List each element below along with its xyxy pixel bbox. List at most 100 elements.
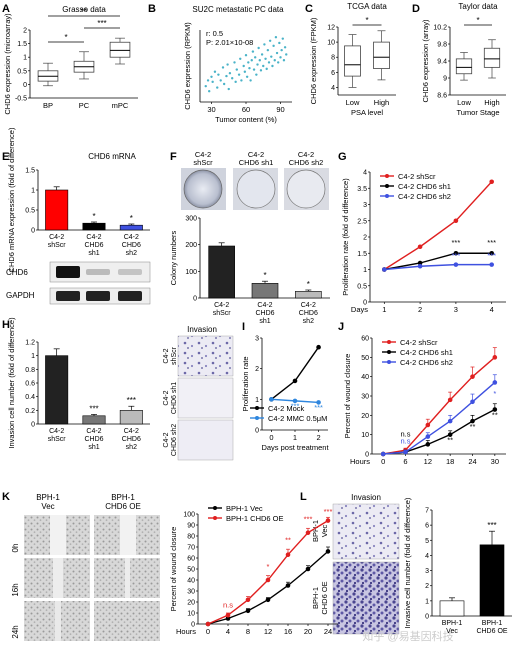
legend-label: BPH-1 CHD6 OE [226, 514, 284, 523]
chart-title: TCGA data [347, 2, 387, 11]
y-tick-label: 90 [187, 523, 195, 530]
x-tick-label: mPC [112, 101, 129, 110]
y-tick-label: 60 [187, 556, 195, 563]
series-point [470, 399, 475, 405]
blot-band-gapdh [118, 291, 142, 301]
x-axis-label: Days post treatment [261, 443, 329, 452]
y-tick-label: 4 [425, 553, 429, 560]
sig-label: *** [487, 521, 496, 530]
scatter-point [225, 74, 228, 78]
panel-letter: H [2, 319, 10, 331]
x-tick-label: 24 [324, 627, 332, 636]
sig-label: n.s [400, 430, 410, 439]
scatter-point [208, 90, 211, 93]
legend-label: C4-2 MMC 0.5μM [268, 414, 327, 423]
chart-title: Taylor data [458, 2, 498, 11]
y-tick-label: 0 [31, 228, 35, 235]
y-tick-label: 8.6 [437, 93, 447, 100]
bar [119, 224, 143, 231]
invasion-image-vec [332, 503, 400, 560]
panel-letter: B [148, 3, 156, 15]
x-tick-label: 12 [424, 457, 432, 466]
y-tick-label: 30 [361, 394, 369, 401]
series-point [447, 432, 453, 437]
y-tick-label: 9.8 [437, 42, 447, 49]
scatter-point [279, 56, 282, 59]
x-tick-label: 18 [446, 457, 454, 466]
series-line [383, 181, 493, 271]
scatter-point [219, 79, 222, 82]
x-tick-label: 24 [468, 457, 476, 466]
bar [82, 415, 106, 425]
sig-label: *** [487, 251, 496, 260]
wound-row-label: 0h [11, 544, 20, 553]
panel-letter: G [338, 151, 347, 163]
series-point [269, 397, 274, 402]
wound-gap [120, 515, 136, 555]
sig-label: ** [492, 410, 498, 419]
series-point [325, 549, 331, 554]
wound-group-header: BPH-1 Vec [36, 493, 60, 511]
box [109, 41, 131, 58]
x-tick-label: 4 [226, 627, 230, 636]
y-tick-label: 20 [187, 600, 195, 607]
x-axis-label: PSA level [351, 108, 383, 117]
y-tick-label: 3.5 [357, 186, 367, 193]
legend-label: C4-2 CHD6 sh1 [400, 348, 453, 357]
panel-letter: C [305, 3, 313, 15]
scatter-point [210, 75, 213, 79]
y-tick-label: 100 [185, 269, 197, 276]
sig-label: *** [97, 19, 106, 28]
x-tick-label: BPH-1 CHD6 OE [476, 620, 507, 635]
scatter-point [204, 84, 207, 88]
box [455, 58, 473, 75]
invasion-row-label: C4-2CHD6 sh1 [163, 382, 178, 414]
x-tick-label: 0 [381, 457, 385, 466]
series-point [285, 583, 291, 588]
scatter-point [226, 63, 229, 66]
scatter-point [252, 68, 256, 71]
invasion-row-label: C4-2shScr [163, 346, 178, 365]
invasion-image-title: Invasion [351, 493, 381, 502]
blot-band-chd6 [56, 266, 80, 278]
x-tick-label: High [374, 98, 389, 107]
y-tick-label: 2.5 [357, 218, 367, 225]
y-tick-label: 40 [361, 374, 369, 381]
sig-label: *** [452, 251, 461, 260]
scatter-point [239, 57, 242, 60]
panel-h: 0 0.2 0.4 0.6 0.8 1 1.2 Invasion cell number (f… [7, 317, 150, 451]
x-tick-label: 90 [276, 105, 284, 114]
bar [439, 600, 465, 617]
scatter-point [278, 41, 281, 45]
y-tick-label: 3 [425, 568, 429, 575]
y-tick-label: 7 [425, 508, 429, 515]
scatter-point [256, 63, 259, 66]
scatter-point [264, 57, 267, 60]
x-tick-label: 30 [207, 105, 215, 114]
y-axis-label: CHD6 expression (array) [421, 19, 430, 102]
x-tick-label: 12 [264, 627, 272, 636]
scatter-point [258, 59, 261, 62]
y-axis-label: CHD6 expression (microarray) [3, 13, 12, 115]
scatter-point [237, 73, 241, 76]
y-tick-label: 0.4 [25, 394, 35, 401]
legend-marker [387, 360, 391, 364]
series-point [489, 179, 494, 185]
colony-group-label: C4-2 CHD6 sh2 [289, 150, 324, 167]
y-axis-label: Proliferation rate (fold of difference) [341, 178, 350, 296]
x-tick-label: C4-2 CHD6 sh2 [122, 428, 141, 451]
scatter-point [259, 69, 263, 72]
y-tick-label: 0.8 [25, 367, 35, 374]
y-tick-label: 20 [361, 413, 369, 420]
scatter-point [270, 55, 273, 58]
panel-g: 0 0.5 1 1.5 2 2.5 3 3.5 4 Proliferation rate (fol… [341, 170, 506, 314]
series-point [382, 267, 387, 272]
series-point [305, 530, 311, 535]
blot-band-chd6-faint [118, 269, 142, 275]
series-point [447, 397, 453, 403]
series-point [403, 449, 408, 455]
scatter-point [277, 61, 280, 64]
y-axis-label: Percent of wound closure [343, 354, 352, 439]
legend-marker [387, 340, 391, 344]
